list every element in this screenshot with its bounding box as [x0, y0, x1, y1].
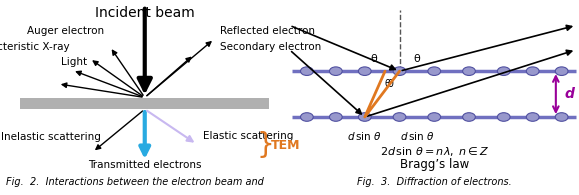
Text: Transmitted electrons: Transmitted electrons	[88, 160, 201, 170]
Circle shape	[497, 67, 510, 75]
Circle shape	[301, 113, 313, 121]
Text: Bragg’s law: Bragg’s law	[400, 158, 469, 171]
Circle shape	[463, 67, 475, 75]
Text: Inelastic scattering: Inelastic scattering	[2, 131, 101, 142]
Circle shape	[393, 113, 406, 121]
Circle shape	[555, 67, 568, 75]
Text: Light: Light	[61, 57, 87, 67]
Text: $d\,\sin\,\theta$: $d\,\sin\,\theta$	[400, 129, 434, 142]
Text: Elastic scattering: Elastic scattering	[203, 130, 293, 141]
Circle shape	[526, 113, 539, 121]
Circle shape	[358, 113, 371, 121]
Circle shape	[555, 113, 568, 121]
Circle shape	[497, 113, 510, 121]
Text: θ: θ	[413, 53, 420, 64]
Text: θ: θ	[370, 53, 377, 64]
Text: Fig.  2.  Interactions between the electron beam and: Fig. 2. Interactions between the electro…	[6, 177, 263, 187]
Circle shape	[428, 113, 441, 121]
Circle shape	[329, 67, 342, 75]
Text: d: d	[565, 87, 574, 101]
Bar	[20, 98, 269, 109]
Text: Incident beam: Incident beam	[95, 6, 195, 20]
Text: Auger electron: Auger electron	[27, 26, 104, 36]
Text: Secondary electron: Secondary electron	[220, 42, 321, 52]
Text: TEM: TEM	[270, 139, 300, 152]
Circle shape	[393, 67, 406, 75]
Text: θ: θ	[388, 79, 394, 89]
Text: }: }	[256, 131, 274, 159]
Text: Fig.  3.  Diffraction of electrons.: Fig. 3. Diffraction of electrons.	[357, 177, 512, 187]
Text: $d\,\sin\,\theta$: $d\,\sin\,\theta$	[347, 129, 382, 142]
Circle shape	[358, 67, 371, 75]
Circle shape	[329, 113, 342, 121]
Text: Reflected electron: Reflected electron	[220, 26, 315, 36]
Text: $2d\,\sin\,\theta = n\lambda,\; n \in Z$: $2d\,\sin\,\theta = n\lambda,\; n \in Z$	[380, 145, 489, 158]
Circle shape	[428, 67, 441, 75]
Text: θ: θ	[385, 79, 391, 89]
Text: Characteristic X-ray: Characteristic X-ray	[0, 42, 69, 52]
Circle shape	[301, 67, 313, 75]
Circle shape	[463, 113, 475, 121]
Circle shape	[526, 67, 539, 75]
